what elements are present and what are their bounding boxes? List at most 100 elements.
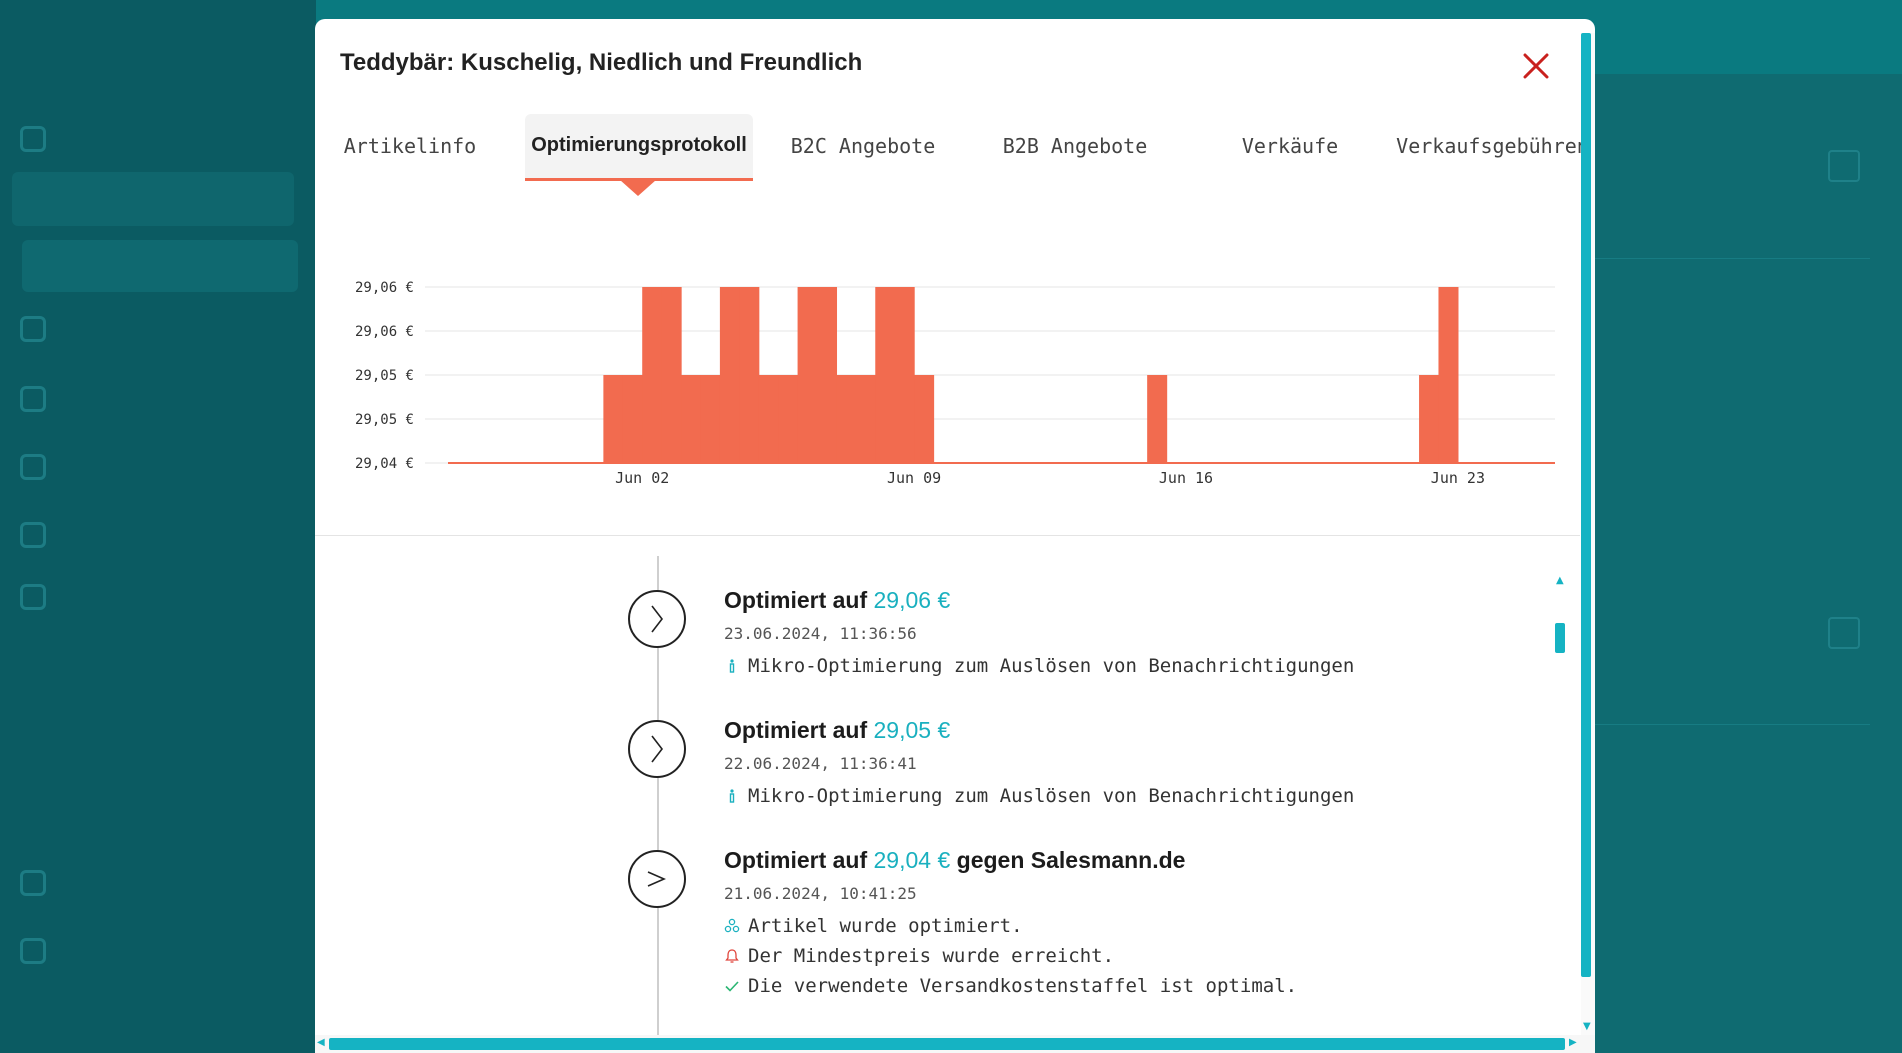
- tab-active-caret: [620, 180, 656, 196]
- chart-bar: [681, 375, 702, 463]
- log-entry-note: Mikro-Optimierung zum Auslösen von Benac…: [724, 655, 1354, 677]
- divider-dimmed: [1590, 724, 1870, 725]
- tab-b2c-angebote[interactable]: B2C Angebote: [790, 134, 936, 158]
- log-entry-note-text: Der Mindestpreis wurde erreicht.: [748, 945, 1115, 967]
- chart-x-tick-label: Jun 16: [1159, 469, 1213, 487]
- tab-artikelinfo[interactable]: Artikelinfo: [343, 134, 477, 158]
- log-entry-price: 29,04 €: [873, 847, 951, 873]
- price-history-chart: 29,06 € 29,06 € 29,05 € 29,05 € 29,04 € Jun 0…: [355, 280, 1555, 487]
- log-entry-price: 29,05 €: [873, 717, 951, 743]
- chart-bar: [642, 287, 663, 463]
- log-entry-title-prefix: Optimiert auf: [724, 847, 868, 873]
- chart-y-tick-label: 29,06 €: [355, 324, 414, 340]
- scroll-left-arrow[interactable]: ◀: [317, 1037, 325, 1048]
- info-icon: [729, 659, 735, 673]
- chart-y-tick-label: 29,04 €: [355, 456, 414, 472]
- chevron-right-icon: [647, 871, 666, 887]
- nav-item-dimmed: [20, 870, 46, 896]
- account-selector-dimmed: [12, 172, 294, 226]
- tab-b2b-angebote[interactable]: B2B Angebote: [1002, 134, 1148, 158]
- tab-bar: Artikelinfo Optimierungsprotokoll B2C An…: [315, 114, 1589, 204]
- nav-item-dimmed: [20, 386, 46, 412]
- log-entry-title: Optimiert auf 29,04 € gegen Salesmann.de: [724, 847, 1297, 874]
- tab-active-underline: [525, 178, 753, 181]
- log-entry-note-text: Mikro-Optimierung zum Auslösen von Benac…: [748, 655, 1355, 677]
- log-entry-note: Der Mindestpreis wurde erreicht.: [724, 945, 1297, 967]
- logo-dimmed: [90, 30, 210, 70]
- scroll-right-arrow[interactable]: ▶: [1569, 1037, 1577, 1048]
- chevron-right-icon: [651, 735, 664, 763]
- chart-bar: [855, 375, 876, 463]
- log-entry-note: Die verwendete Versandkostenstaffel ist …: [724, 975, 1297, 997]
- chart-bar: [1147, 375, 1168, 463]
- tab-verkaufsgebuehren[interactable]: Verkaufsgebühren: [1396, 134, 1589, 158]
- inner-scrollbar-thumb[interactable]: [1555, 623, 1565, 653]
- log-entry-title-prefix: Optimiert auf: [724, 587, 868, 613]
- nav-item-dimmed: [20, 938, 46, 964]
- modal-scroll-down-arrow[interactable]: ▼: [1583, 1021, 1591, 1032]
- nav-item-dimmed: [20, 126, 46, 152]
- log-entry-title-prefix: Optimiert auf: [724, 717, 868, 743]
- chevron-right-icon: [651, 605, 664, 633]
- inner-scroll-up-arrow[interactable]: ▲: [1556, 575, 1564, 586]
- log-entry-note-text: Mikro-Optimierung zum Auslösen von Benac…: [748, 785, 1355, 807]
- log-entry-competitor: gegen Salesmann.de: [956, 847, 1186, 873]
- chart-bar: [758, 375, 779, 463]
- chart-bar: [719, 287, 740, 463]
- close-icon: [1523, 53, 1549, 79]
- chart-x-tick-label: Jun 23: [1431, 469, 1485, 487]
- log-entry-note-text: Die verwendete Versandkostenstaffel ist …: [748, 975, 1298, 997]
- chart-y-tick-label: 29,05 €: [355, 368, 414, 384]
- chart-bar: [875, 287, 896, 463]
- chart-bar: [914, 375, 935, 463]
- chart-bar: [700, 375, 721, 463]
- horizontal-scrollbar-thumb[interactable]: [329, 1038, 1565, 1050]
- modal-title: Teddybär: Kuschelig, Niedlich und Freund…: [340, 49, 863, 76]
- log-entry-price: 29,06 €: [873, 587, 951, 613]
- modal-scrollbar-thumb[interactable]: [1581, 33, 1591, 977]
- chart-x-tick-label: Jun 09: [887, 469, 941, 487]
- chart-y-tick-label: 29,06 €: [355, 280, 414, 296]
- info-icon: [729, 789, 735, 803]
- close-button[interactable]: [1519, 49, 1553, 83]
- article-modal: Teddybär: Kuschelig, Niedlich und Freund…: [315, 19, 1595, 1053]
- chart-x-tick-label: Jun 02: [615, 469, 669, 487]
- log-entry: Optimiert auf 29,06 € 23.06.2024, 11:36:…: [724, 587, 1354, 677]
- log-entry-date: 23.06.2024, 11:36:56: [724, 624, 917, 643]
- chart-bar: [622, 375, 643, 463]
- chart-y-tick-label: 29,05 €: [355, 412, 414, 428]
- chart-bar: [894, 287, 915, 463]
- optimize-icon: [724, 918, 740, 933]
- chart-bar: [836, 375, 857, 463]
- log-entry: Optimiert auf 29,04 € gegen Salesmann.de…: [724, 847, 1297, 997]
- tab-verkaeufe[interactable]: Verkäufe: [1241, 134, 1339, 158]
- chart-bar: [778, 375, 799, 463]
- chart-bar: [817, 287, 838, 463]
- tab-active-background: [525, 114, 753, 178]
- chart-divider: [315, 535, 1580, 536]
- nav-item-dimmed: [20, 454, 46, 480]
- timeline-chevron-button[interactable]: [628, 590, 686, 648]
- chart-bar: [797, 287, 818, 463]
- tab-optimierungsprotokoll[interactable]: Optimierungsprotokoll: [531, 134, 747, 156]
- log-entry-note: Mikro-Optimierung zum Auslösen von Benac…: [724, 785, 1354, 807]
- nav-item-dimmed: [20, 584, 46, 610]
- chart-bar: [1419, 375, 1440, 463]
- log-entry-title: Optimiert auf 29,05 €: [724, 717, 1354, 744]
- timeline-chevron-button[interactable]: [628, 850, 686, 908]
- nav-item-dimmed: [20, 522, 46, 548]
- timeline-line: [657, 556, 659, 1053]
- chart-bar: [603, 375, 624, 463]
- nav-item-dimmed: [20, 316, 46, 342]
- chart-bar: [739, 287, 760, 463]
- timeline-chevron-button[interactable]: [628, 720, 686, 778]
- content-panel-dimmed: [1560, 74, 1902, 1053]
- sidebar-active-item-dimmed: [22, 240, 298, 292]
- chart-bar: [661, 287, 682, 463]
- button-dimmed: [1828, 617, 1860, 649]
- log-entry-date: 22.06.2024, 11:36:41: [724, 754, 917, 773]
- log-entry: Optimiert auf 29,05 € 22.06.2024, 11:36:…: [724, 717, 1354, 807]
- divider-dimmed: [1590, 258, 1870, 259]
- log-entry-note-text: Artikel wurde optimiert.: [748, 915, 1023, 937]
- log-entry-title: Optimiert auf 29,06 €: [724, 587, 1354, 614]
